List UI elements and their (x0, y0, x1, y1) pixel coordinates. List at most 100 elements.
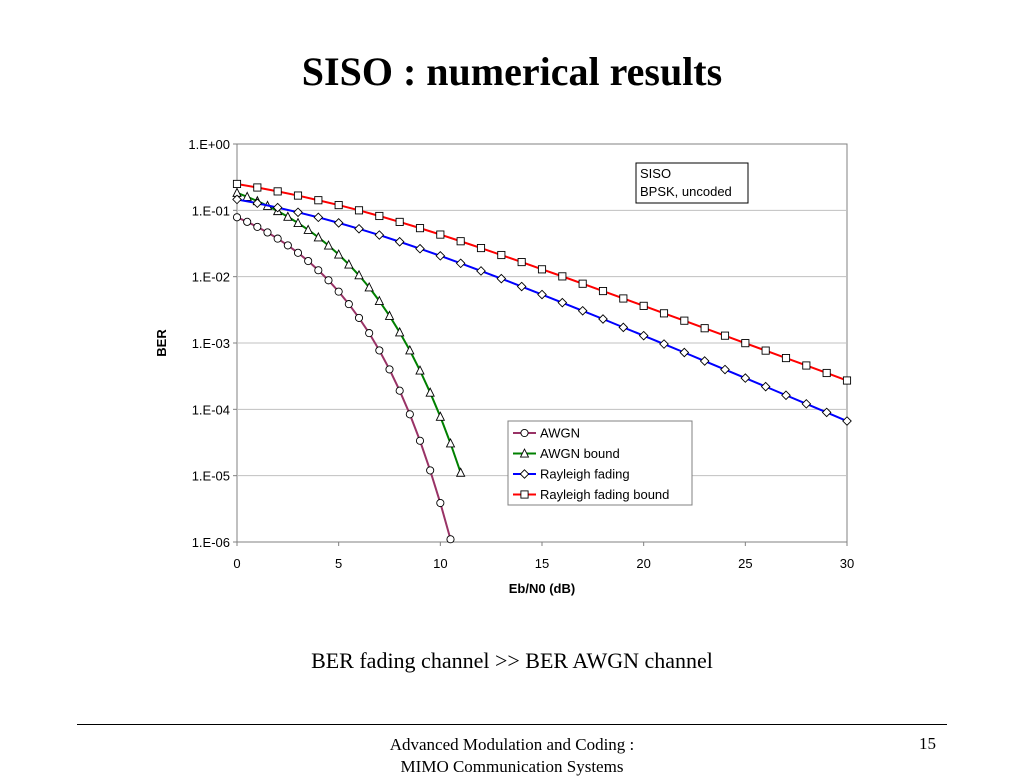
data-point (283, 211, 293, 221)
data-point (394, 326, 405, 337)
data-point (557, 297, 568, 308)
data-point (415, 224, 425, 233)
data-point (405, 344, 415, 355)
y-tick-label: 1.E-05 (192, 469, 230, 484)
data-point (659, 309, 669, 318)
data-point (821, 407, 832, 418)
data-point (384, 310, 395, 320)
data-point (313, 212, 324, 223)
legend-label: Rayleigh fading (540, 467, 630, 482)
data-point (395, 217, 404, 226)
data-point (801, 399, 812, 409)
data-point (445, 437, 456, 448)
x-tick-label: 10 (433, 556, 447, 571)
annotation-line-1: SISO (640, 166, 671, 181)
data-point (741, 339, 750, 348)
data-point (283, 241, 292, 250)
x-tick-label: 20 (636, 556, 650, 571)
data-point (263, 228, 272, 237)
data-point (537, 265, 547, 274)
series-rayleigh-fading-bound (232, 179, 852, 385)
data-point (761, 346, 770, 355)
data-point (374, 295, 385, 306)
data-point (436, 498, 445, 508)
data-point (822, 368, 831, 378)
data-point (455, 258, 466, 269)
data-point (700, 324, 709, 333)
data-point (638, 330, 649, 341)
data-point (253, 222, 262, 231)
data-point (659, 339, 669, 349)
data-point (323, 240, 334, 250)
legend-label: Rayleigh fading bound (540, 487, 669, 502)
data-point (842, 416, 852, 426)
y-tick-label: 1.E-01 (192, 203, 230, 218)
legend-label: AWGN (540, 426, 580, 441)
y-tick-label: 1.E-02 (192, 270, 230, 285)
data-point (520, 490, 529, 499)
series-rayleigh-fading (232, 194, 852, 426)
data-point (842, 376, 852, 385)
data-point (293, 207, 303, 218)
data-point (243, 217, 252, 226)
data-point (699, 356, 710, 366)
data-point (273, 187, 282, 196)
data-point (425, 387, 435, 397)
data-point (272, 202, 283, 213)
data-point (680, 316, 689, 325)
x-tick-label: 5 (335, 556, 342, 571)
footer-line-2: MIMO Communication Systems (400, 757, 624, 776)
data-point (496, 273, 507, 284)
legend-item: Rayleigh fading (513, 467, 630, 482)
data-point (446, 535, 455, 544)
x-axis-title: Eb/N0 (dB) (509, 581, 575, 596)
data-point (558, 272, 567, 281)
data-point (436, 230, 445, 239)
data-point (781, 390, 791, 401)
data-point (619, 294, 628, 303)
series-awgn (232, 213, 455, 544)
data-point (313, 231, 324, 242)
legend-item: AWGN bound (513, 446, 620, 461)
data-point (435, 251, 446, 261)
data-point (252, 198, 263, 209)
data-point (232, 213, 242, 222)
data-point (293, 191, 303, 200)
data-point (720, 364, 730, 375)
y-tick-label: 1.E-04 (192, 402, 230, 417)
y-tick-label: 1.E-06 (192, 535, 230, 550)
data-point (273, 234, 282, 243)
data-point (333, 218, 344, 228)
data-point (314, 196, 323, 205)
legend: AWGN AWGN bound Rayleigh fading Rayleigh fa… (507, 420, 693, 506)
data-point (426, 466, 435, 475)
data-point (354, 269, 364, 280)
data-point (578, 279, 587, 288)
data-point (395, 386, 404, 395)
data-point (740, 373, 751, 383)
slide-caption: BER fading channel >> BER AWGN channel (311, 648, 713, 673)
data-point (802, 361, 811, 370)
page-number: 15 (919, 734, 936, 753)
data-point (415, 436, 425, 445)
data-point (374, 230, 385, 240)
data-point (497, 250, 506, 260)
data-point (598, 286, 608, 296)
data-point (577, 305, 588, 316)
data-point (293, 217, 303, 228)
data-point (232, 194, 242, 205)
y-axis-title: BER (154, 329, 169, 357)
series-group (232, 179, 852, 544)
legend-box (507, 420, 693, 506)
data-point (375, 211, 384, 221)
y-tick-label: 1.E+00 (188, 137, 230, 152)
x-tick-label: 0 (233, 556, 240, 571)
data-point (232, 179, 242, 188)
x-tick-label: 30 (840, 556, 854, 571)
data-point (639, 301, 648, 310)
annotation-line-2: BPSK, uncoded (640, 184, 732, 199)
data-point (324, 276, 333, 285)
data-point (354, 313, 364, 322)
slide-title: SISO : numerical results (301, 49, 723, 94)
data-point (334, 201, 343, 210)
